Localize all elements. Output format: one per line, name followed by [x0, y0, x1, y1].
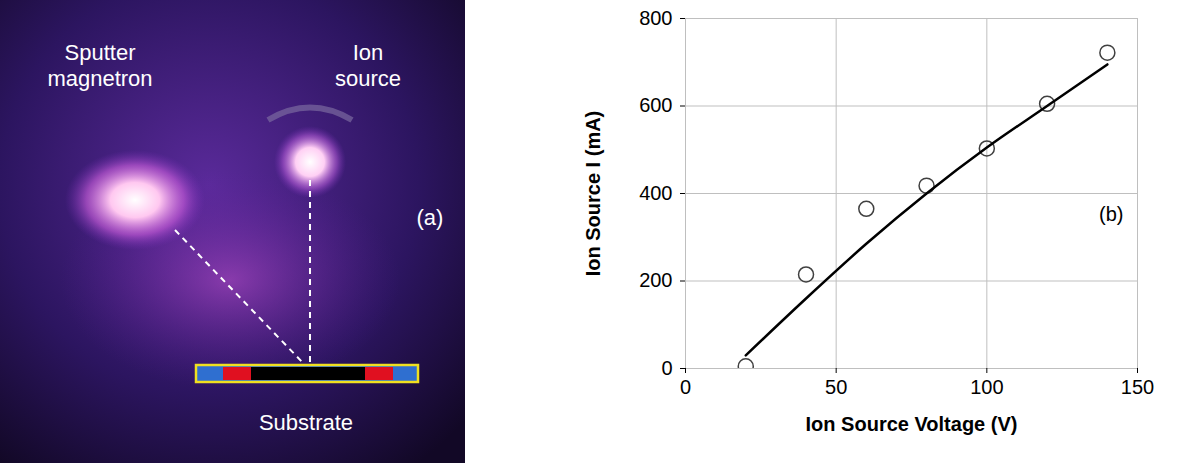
svg-text:Substrate: Substrate — [259, 410, 353, 435]
svg-text:Sputtermagnetron: Sputtermagnetron — [47, 40, 152, 91]
svg-text:Ionsource: Ionsource — [335, 40, 401, 91]
svg-text:(b): (b) — [1099, 203, 1123, 225]
svg-text:800: 800 — [639, 7, 672, 29]
svg-text:(a): (a) — [417, 205, 444, 230]
svg-text:400: 400 — [639, 182, 672, 204]
svg-text:600: 600 — [639, 94, 672, 116]
svg-text:150: 150 — [1121, 376, 1154, 398]
svg-text:200: 200 — [639, 269, 672, 291]
svg-text:Ion Source Voltage (V): Ion Source Voltage (V) — [806, 413, 1018, 435]
svg-text:0: 0 — [661, 357, 672, 379]
svg-text:50: 50 — [825, 376, 847, 398]
svg-text:100: 100 — [970, 376, 1003, 398]
svg-text:0: 0 — [680, 376, 691, 398]
svg-text:Ion Source I (mA): Ion Source I (mA) — [582, 111, 604, 277]
